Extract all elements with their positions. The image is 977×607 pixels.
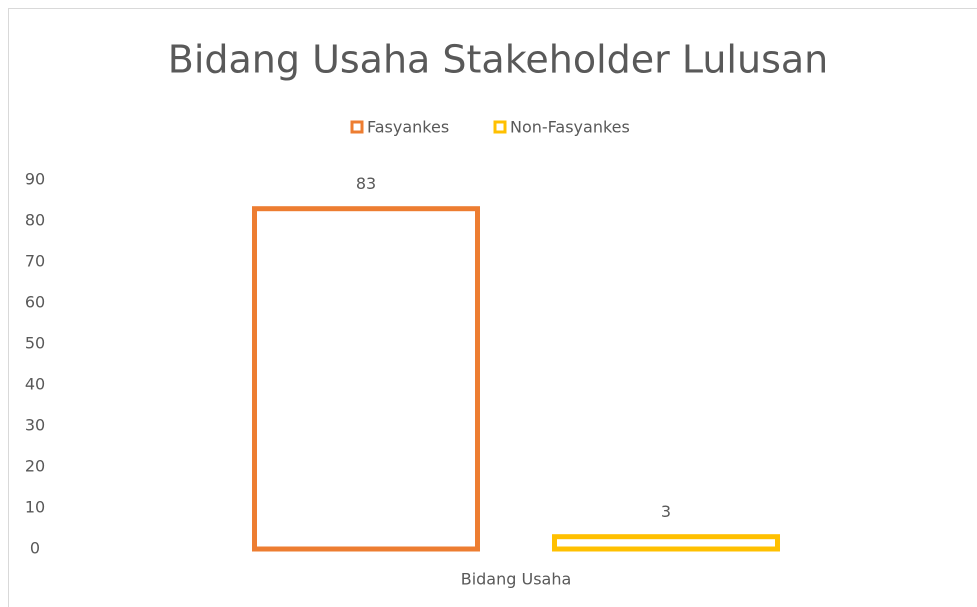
bar — [252, 206, 480, 552]
legend-swatch — [493, 120, 507, 134]
y-tick-label: 40 — [25, 375, 45, 394]
y-tick-label: 50 — [25, 334, 45, 353]
chart-border — [8, 8, 977, 607]
x-tick-label: Bidang Usaha — [461, 570, 572, 589]
data-label: 83 — [356, 174, 376, 193]
legend-label: Fasyankes — [367, 118, 449, 137]
bar — [552, 534, 780, 552]
y-tick-label: 0 — [30, 539, 40, 558]
y-tick-label: 30 — [25, 416, 45, 435]
y-tick-label: 80 — [25, 211, 45, 230]
legend-label: Non-Fasyankes — [510, 118, 630, 137]
chart-title: Bidang Usaha Stakeholder Lulusan — [168, 38, 829, 82]
y-tick-label: 90 — [25, 170, 45, 189]
data-label: 3 — [661, 502, 671, 521]
y-tick-label: 20 — [25, 457, 45, 476]
y-tick-label: 10 — [25, 498, 45, 517]
legend-swatch — [350, 120, 364, 134]
y-tick-label: 60 — [25, 293, 45, 312]
y-tick-label: 70 — [25, 252, 45, 271]
